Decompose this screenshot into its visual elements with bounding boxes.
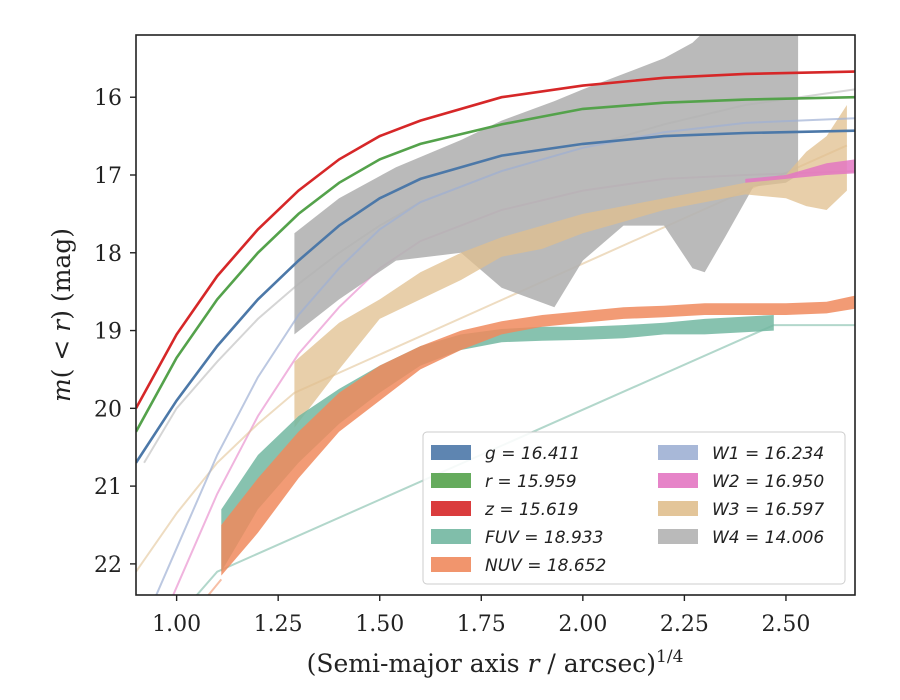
fuv-legend-swatch <box>431 529 471 544</box>
plot-area <box>136 35 855 595</box>
fuv-legend-label: FUV = 18.933 <box>485 528 603 548</box>
g-curve <box>136 129 855 464</box>
r-legend-label: r = 15.959 <box>485 472 577 492</box>
w1-legend-swatch <box>658 445 698 460</box>
w2-band <box>745 159 855 183</box>
y-tick-label: 19 <box>94 320 122 345</box>
z-curve <box>136 70 855 409</box>
r-legend-swatch <box>431 473 471 488</box>
fuv-band <box>221 315 774 572</box>
y-tick-label: 20 <box>94 397 122 422</box>
g-legend-label: g = 16.411 <box>485 444 580 464</box>
plot-frame <box>135 34 856 596</box>
z-legend-label: z = 15.619 <box>484 500 578 520</box>
w2-legend-label: W2 = 16.950 <box>712 472 824 492</box>
y-axis: 16 17 18 19 20 21 22 <box>94 86 136 578</box>
x-tick-label: 1.50 <box>355 612 404 637</box>
w4-legend-swatch <box>658 529 698 544</box>
legend-box <box>422 431 846 585</box>
x-axis-label: (Semi-major axis r / arcsec)1/4 <box>307 647 684 678</box>
g-legend-swatch <box>431 445 471 460</box>
x-tick-label: 2.25 <box>660 612 709 637</box>
w1-curve <box>155 117 855 595</box>
x-tick-label: 2.50 <box>761 612 810 637</box>
w4-band <box>294 35 799 335</box>
fuv-tail-line <box>195 324 855 595</box>
y-tick-label: 18 <box>94 242 122 267</box>
x-tick-label: 1.75 <box>457 612 506 637</box>
y-tick-label: 16 <box>94 86 122 111</box>
nuv-band <box>221 295 855 576</box>
w4-legend-label: W4 = 14.006 <box>712 528 824 548</box>
w2-legend-swatch <box>658 473 698 488</box>
w1-legend-label: W1 = 16.234 <box>712 444 824 464</box>
y-tick-label: 21 <box>94 475 122 500</box>
legend: g = 16.411 r = 15.959 z = 15.619 FUV = 18.9… <box>422 431 846 585</box>
x-tick-label: 1.25 <box>254 612 303 637</box>
w3-legend-label: W3 = 16.597 <box>712 500 824 520</box>
nuv-legend-swatch <box>431 557 471 572</box>
w3-tail-line <box>136 144 848 573</box>
z-legend-swatch <box>431 501 471 516</box>
nuv-legend-label: NUV = 18.652 <box>485 556 606 576</box>
x-tick-label: 1.00 <box>152 612 201 637</box>
y-axis-label: m( < r) (mag) <box>47 228 76 402</box>
y-tick-label: 17 <box>94 164 122 189</box>
y-tick-label: 22 <box>94 553 122 578</box>
r-curve <box>136 95 855 433</box>
x-tick-label: 2.00 <box>558 612 607 637</box>
w3-legend-swatch <box>658 501 698 516</box>
x-axis: 1.00 1.25 1.50 1.75 2.00 2.25 2.50 <box>152 595 810 637</box>
